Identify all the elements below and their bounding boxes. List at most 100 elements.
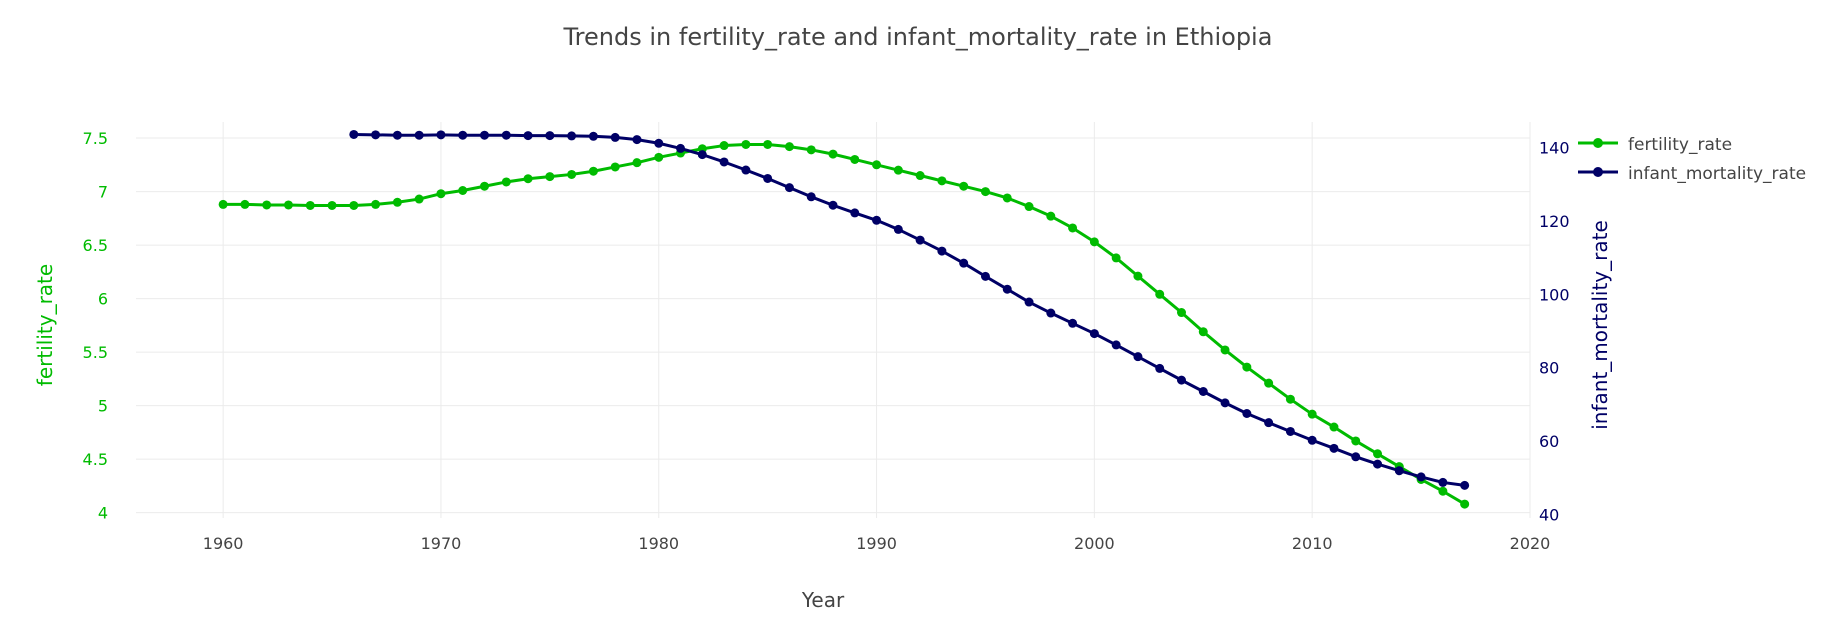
data-point-infant-mortality-rate[interactable] [1307, 435, 1317, 445]
data-point-fertility-rate[interactable] [480, 181, 489, 191]
legend-item-infant-mortality-rate[interactable]: infant_mortality_rate [1578, 164, 1806, 184]
data-point-fertility-rate[interactable] [1177, 308, 1186, 318]
data-point-fertility-rate[interactable] [349, 200, 359, 210]
data-point-fertility-rate[interactable] [1373, 449, 1383, 459]
data-point-fertility-rate[interactable] [893, 165, 903, 175]
data-point-fertility-rate[interactable] [1155, 289, 1165, 299]
data-point-fertility-rate[interactable] [1133, 271, 1143, 281]
data-point-infant-mortality-rate[interactable] [676, 143, 686, 153]
data-point-fertility-rate[interactable] [915, 171, 925, 181]
data-point-fertility-rate[interactable] [1089, 237, 1099, 247]
data-point-fertility-rate[interactable] [1460, 499, 1470, 509]
data-point-infant-mortality-rate[interactable] [1220, 398, 1230, 408]
data-point-infant-mortality-rate[interactable] [545, 131, 555, 141]
data-point-infant-mortality-rate[interactable] [1198, 387, 1208, 396]
data-point-infant-mortality-rate[interactable] [959, 258, 969, 268]
data-point-fertility-rate[interactable] [1351, 436, 1361, 446]
data-point-infant-mortality-rate[interactable] [893, 224, 903, 234]
data-point-infant-mortality-rate[interactable] [349, 129, 359, 139]
data-point-infant-mortality-rate[interactable] [1394, 466, 1404, 476]
data-point-infant-mortality-rate[interactable] [1351, 452, 1361, 462]
data-point-fertility-rate[interactable] [392, 197, 402, 207]
data-point-infant-mortality-rate[interactable] [1046, 308, 1056, 318]
data-point-fertility-rate[interactable] [937, 176, 947, 186]
data-point-infant-mortality-rate[interactable] [1438, 477, 1448, 487]
data-point-fertility-rate[interactable] [1024, 202, 1034, 212]
data-point-infant-mortality-rate[interactable] [1133, 352, 1143, 362]
data-point-infant-mortality-rate[interactable] [1264, 418, 1274, 428]
data-point-infant-mortality-rate[interactable] [850, 208, 860, 218]
data-point-fertility-rate[interactable] [436, 189, 446, 199]
data-point-infant-mortality-rate[interactable] [588, 131, 598, 141]
data-point-infant-mortality-rate[interactable] [719, 157, 729, 167]
data-point-fertility-rate[interactable] [1438, 486, 1448, 496]
data-point-infant-mortality-rate[interactable] [458, 130, 468, 140]
data-point-fertility-rate[interactable] [959, 181, 969, 191]
data-point-fertility-rate[interactable] [1242, 362, 1252, 372]
data-point-infant-mortality-rate[interactable] [697, 150, 707, 160]
data-point-fertility-rate[interactable] [1329, 422, 1339, 432]
data-point-fertility-rate[interactable] [1307, 409, 1317, 419]
data-point-fertility-rate[interactable] [371, 199, 381, 209]
data-point-infant-mortality-rate[interactable] [480, 130, 489, 140]
data-point-infant-mortality-rate[interactable] [392, 130, 402, 140]
data-point-fertility-rate[interactable] [850, 154, 860, 164]
data-point-fertility-rate[interactable] [1220, 345, 1230, 355]
data-point-fertility-rate[interactable] [872, 160, 882, 170]
data-point-fertility-rate[interactable] [240, 199, 250, 209]
data-point-fertility-rate[interactable] [545, 172, 555, 182]
data-point-fertility-rate[interactable] [654, 152, 664, 162]
data-point-infant-mortality-rate[interactable] [1002, 284, 1012, 294]
data-point-fertility-rate[interactable] [501, 177, 511, 187]
data-point-infant-mortality-rate[interactable] [806, 192, 816, 202]
data-point-infant-mortality-rate[interactable] [1024, 297, 1034, 307]
data-point-infant-mortality-rate[interactable] [1460, 480, 1470, 490]
data-point-infant-mortality-rate[interactable] [654, 138, 664, 148]
data-point-fertility-rate[interactable] [305, 200, 315, 210]
data-point-infant-mortality-rate[interactable] [1068, 318, 1078, 328]
data-point-fertility-rate[interactable] [784, 142, 794, 152]
data-point-fertility-rate[interactable] [1264, 378, 1274, 388]
legend[interactable]: fertility_rate infant_mortality_rate [1578, 135, 1806, 184]
data-point-infant-mortality-rate[interactable] [436, 130, 446, 140]
data-point-infant-mortality-rate[interactable] [1111, 340, 1121, 350]
data-point-fertility-rate[interactable] [218, 199, 228, 209]
data-point-infant-mortality-rate[interactable] [567, 131, 577, 141]
data-point-infant-mortality-rate[interactable] [872, 215, 882, 225]
data-point-fertility-rate[interactable] [1002, 193, 1012, 203]
data-point-fertility-rate[interactable] [567, 169, 577, 179]
data-point-fertility-rate[interactable] [1111, 253, 1121, 263]
data-point-fertility-rate[interactable] [632, 158, 642, 168]
data-point-fertility-rate[interactable] [327, 200, 337, 210]
data-point-fertility-rate[interactable] [283, 200, 293, 210]
data-point-infant-mortality-rate[interactable] [1373, 459, 1383, 469]
data-point-fertility-rate[interactable] [1198, 327, 1208, 337]
data-point-infant-mortality-rate[interactable] [784, 183, 794, 193]
data-point-infant-mortality-rate[interactable] [741, 165, 751, 175]
data-point-fertility-rate[interactable] [588, 166, 598, 176]
data-point-infant-mortality-rate[interactable] [1285, 426, 1295, 436]
data-point-infant-mortality-rate[interactable] [915, 235, 925, 245]
data-point-infant-mortality-rate[interactable] [414, 130, 424, 140]
data-point-fertility-rate[interactable] [414, 194, 424, 204]
data-point-fertility-rate[interactable] [763, 139, 773, 149]
data-point-fertility-rate[interactable] [741, 139, 751, 149]
data-point-fertility-rate[interactable] [828, 149, 838, 159]
data-point-fertility-rate[interactable] [806, 145, 816, 155]
data-point-infant-mortality-rate[interactable] [828, 200, 838, 210]
data-point-infant-mortality-rate[interactable] [980, 271, 990, 281]
data-point-infant-mortality-rate[interactable] [937, 246, 947, 256]
data-point-infant-mortality-rate[interactable] [1089, 329, 1099, 339]
data-point-fertility-rate[interactable] [523, 174, 533, 184]
data-point-fertility-rate[interactable] [1046, 211, 1056, 221]
data-point-infant-mortality-rate[interactable] [501, 130, 511, 140]
data-point-fertility-rate[interactable] [262, 200, 272, 210]
data-point-fertility-rate[interactable] [1068, 223, 1078, 233]
data-point-fertility-rate[interactable] [1285, 394, 1295, 404]
data-point-infant-mortality-rate[interactable] [1242, 409, 1252, 418]
data-point-infant-mortality-rate[interactable] [1416, 472, 1426, 482]
data-point-fertility-rate[interactable] [719, 141, 729, 151]
data-point-infant-mortality-rate[interactable] [763, 173, 773, 183]
data-point-infant-mortality-rate[interactable] [610, 132, 620, 142]
data-point-infant-mortality-rate[interactable] [1177, 375, 1186, 385]
